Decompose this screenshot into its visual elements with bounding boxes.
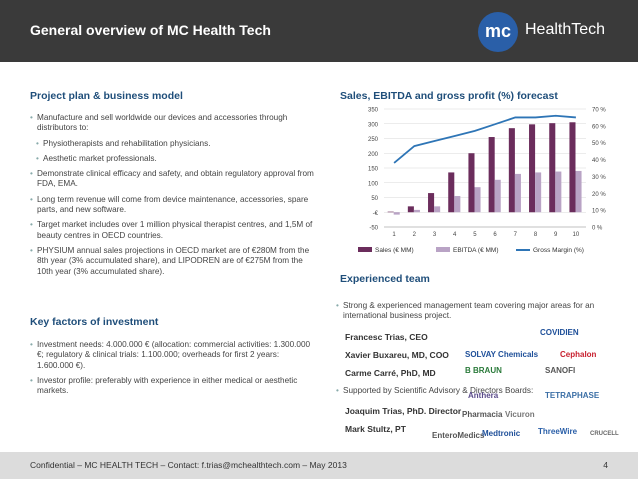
partner-logo: Vicuron — [505, 410, 535, 419]
bullet-item: Investment needs: 4.000.000 € (allocatio… — [30, 340, 315, 371]
sales-bar — [407, 206, 414, 213]
team-intro: Strong & experienced management team cov… — [336, 301, 626, 327]
partner-logo: Cephalon — [560, 350, 597, 359]
team-title: Experienced team — [340, 273, 430, 285]
y-left-tick-label: 150 — [368, 167, 379, 173]
partner-logo: CRUCELL — [590, 431, 619, 437]
y-right-tick-label: 40 % — [592, 158, 606, 164]
team-member: Francesc Trias, CEO — [345, 332, 428, 342]
legend-label: Sales (€ MM) — [375, 247, 414, 254]
y-right-tick-label: 20 % — [592, 192, 606, 198]
y-left-tick-label: 300 — [368, 122, 379, 128]
bullet-item: Target market includes over 1 million ph… — [30, 220, 315, 241]
board-member: Mark Stultz, PT — [345, 424, 406, 434]
forecast-title: Sales, EBITDA and gross profit (%) forec… — [340, 90, 558, 102]
bullet-item: Aesthetic market professionals. — [36, 154, 315, 165]
bullet-item: Investor profile: preferably with experi… — [30, 376, 315, 397]
y-right-tick-label: 0 % — [592, 226, 603, 232]
x-tick-label: 8 — [534, 232, 538, 238]
y-right-tick-label: 70 % — [592, 108, 606, 114]
gross-margin-line — [393, 114, 576, 164]
x-tick-label: 9 — [554, 232, 558, 238]
x-tick-label: 1 — [392, 232, 396, 238]
x-tick-label: 7 — [514, 232, 518, 238]
page-title: General overview of MC Health Tech — [30, 22, 271, 38]
partner-logo: ThreeWire — [538, 427, 578, 436]
bullet-item: Physiotherapists and rehabilitation phys… — [36, 139, 315, 150]
bullet-item: PHYSIUM annual sales projections in OECD… — [30, 246, 315, 277]
partner-logo: B BRAUN — [465, 366, 502, 375]
ebitda-bar — [575, 170, 582, 213]
partner-logo: SOLVAY Chemicals — [465, 350, 539, 359]
team-member: Carme Carré, PhD, MD — [345, 368, 436, 378]
header-bar: General overview of MC Health Tech mc He… — [0, 0, 638, 62]
y-left-tick-label: -50 — [369, 226, 378, 232]
partner-logo: Anthera — [468, 391, 499, 400]
page-number: 4 — [603, 460, 608, 470]
investment-title: Key factors of investment — [30, 316, 159, 328]
boards-intro: Supported by Scientific Advisory & Direc… — [336, 386, 626, 401]
partner-logo: COVIDIEN — [540, 328, 579, 337]
investment-bullets: Investment needs: 4.000.000 € (allocatio… — [30, 340, 315, 401]
y-right-tick-label: 60 % — [592, 124, 606, 130]
sales-bar — [448, 172, 455, 213]
ebitda-bar — [555, 171, 562, 213]
bullet-item: Strong & experienced management team cov… — [336, 301, 626, 322]
ebitda-bar — [474, 187, 481, 213]
x-tick-label: 4 — [453, 232, 457, 238]
y-right-tick-label: 10 % — [592, 209, 606, 215]
footer-text: Confidential – MC HEALTH TECH – Contact:… — [30, 460, 347, 470]
legend-label: EBITDA (€ MM) — [453, 247, 499, 254]
legend-swatch — [436, 247, 450, 252]
bullet-item: Manufacture and sell worldwide our devic… — [30, 113, 315, 134]
x-tick-label: 3 — [433, 232, 437, 238]
bullet-item: Long term revenue will come from device … — [30, 195, 315, 216]
board-member: Joaquim Trias, PhD. Director — [345, 406, 462, 416]
x-tick-label: 6 — [493, 232, 497, 238]
forecast-chart-svg: -50 -€ 50 100 150 200 250 300 350 0 % 10 % 20 % 30 %… — [358, 108, 606, 254]
company-logo-text: HealthTech — [525, 21, 606, 38]
sales-bar — [468, 153, 475, 213]
project-plan-bullets: Manufacture and sell worldwide our devic… — [30, 113, 315, 282]
company-logo-mark: mc — [478, 12, 518, 52]
bullet-item: Supported by Scientific Advisory & Direc… — [336, 386, 626, 397]
y-left-tick-label: 100 — [368, 181, 379, 187]
team-member: Xavier Buxareu, MD, COO — [345, 350, 449, 360]
sales-bar — [387, 211, 394, 213]
sales-bar — [569, 122, 576, 213]
y-left-tick-label: 200 — [368, 152, 379, 158]
x-tick-label: 2 — [413, 232, 417, 238]
partner-logo: SANOFI — [545, 366, 576, 375]
y-left-tick-label: 350 — [368, 108, 379, 114]
partner-logo: Medtronic — [482, 429, 521, 438]
bullet-item: Demonstrate clinical efficacy and safety… — [30, 169, 315, 190]
footer-bar: Confidential – MC HEALTH TECH – Contact:… — [0, 452, 638, 479]
y-right-tick-label: 50 % — [592, 141, 606, 147]
ebitda-bar — [413, 209, 420, 213]
ebitda-bar — [434, 206, 441, 213]
sales-bar — [428, 193, 435, 213]
ebitda-bar — [535, 172, 542, 213]
y-right-tick-label: 30 % — [592, 175, 606, 181]
ebitda-bar — [393, 212, 400, 215]
sales-bar — [508, 128, 515, 213]
y-left-tick-label: 250 — [368, 137, 379, 143]
sales-bar — [529, 124, 536, 213]
sales-bar — [488, 137, 495, 213]
partner-logo: TETRAPHASE — [545, 391, 600, 400]
partner-logo: EnteroMedics — [432, 431, 485, 440]
ebitda-bar — [494, 179, 501, 213]
x-tick-label: 10 — [573, 232, 580, 238]
x-tick-label: 5 — [473, 232, 477, 238]
ebitda-bar — [454, 196, 461, 213]
y-left-tick-label: 50 — [371, 196, 378, 202]
legend-swatch — [358, 247, 372, 252]
sales-bar — [549, 123, 556, 213]
y-left-tick-label: -€ — [373, 211, 379, 217]
partner-logo: Pharmacia — [462, 410, 503, 419]
ebitda-bar — [514, 173, 521, 213]
forecast-chart: -50 -€ 50 100 150 200 250 300 350 0 % 10 % 20 % 30 %… — [336, 103, 626, 263]
project-plan-title: Project plan & business model — [30, 90, 183, 102]
legend-label: Gross Margin (%) — [533, 247, 584, 254]
